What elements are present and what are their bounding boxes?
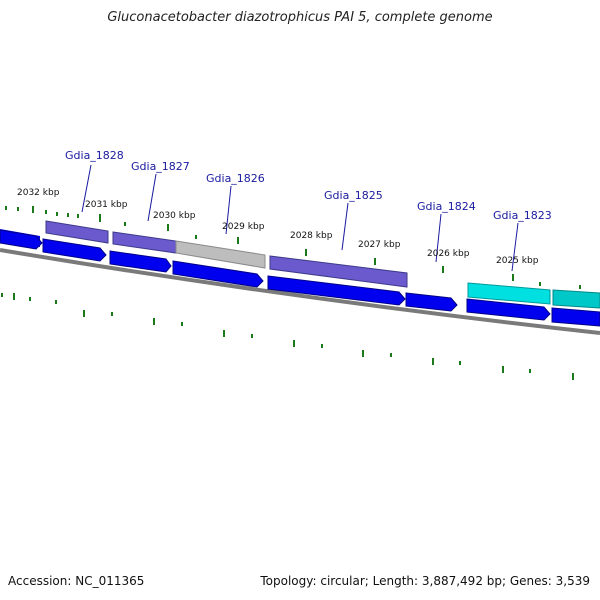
gene-bar-1825 (269, 255, 408, 288)
cds-arrow (172, 260, 264, 288)
genome-backbone (0, 248, 600, 335)
cds-arrow (267, 275, 406, 306)
gene-label[interactable]: Gdia_1825 (324, 189, 383, 202)
gene-bar-1823 (467, 282, 551, 305)
kbp-label: 2030 kbp (153, 211, 196, 221)
gene-bar-1826 (175, 240, 266, 269)
gene-label[interactable]: Gdia_1823 (493, 209, 552, 222)
gene-bar-1827 (112, 231, 177, 254)
kbp-label: 2026 kbp (427, 249, 470, 259)
cds-arrows (0, 229, 600, 327)
cds-arrow (109, 250, 172, 273)
label-leaders (81, 164, 519, 272)
kbp-label: 2031 kbp (85, 200, 128, 210)
tick-row-upper (5, 206, 581, 289)
kbp-label: 2025 kbp (496, 256, 539, 266)
kbp-label: 2028 kbp (290, 231, 333, 241)
cds-arrow (551, 307, 600, 327)
genome-summary: Topology: circular; Length: 3,887,492 bp… (260, 574, 590, 588)
accession-label: Accession: NC_011365 (8, 574, 145, 588)
gene-bar-1828 (45, 220, 109, 244)
tick-row-lower (1, 293, 574, 380)
map-title: Gluconacetobacter diazotrophicus PAI 5, … (107, 10, 493, 25)
gene-label[interactable]: Gdia_1824 (417, 200, 476, 213)
cds-arrow (42, 238, 107, 262)
cds-arrow (405, 292, 458, 312)
cds-arrow (0, 229, 43, 250)
gene-label[interactable]: Gdia_1828 (65, 149, 124, 162)
kbp-label: 2032 kbp (17, 188, 60, 198)
kbp-label: 2027 kbp (358, 240, 401, 250)
cds-arrow (466, 298, 551, 321)
kbp-label: 2029 kbp (222, 222, 265, 232)
gene-label[interactable]: Gdia_1827 (131, 160, 190, 173)
gene-bar-1822 (552, 289, 600, 309)
gene-label[interactable]: Gdia_1826 (206, 172, 265, 185)
